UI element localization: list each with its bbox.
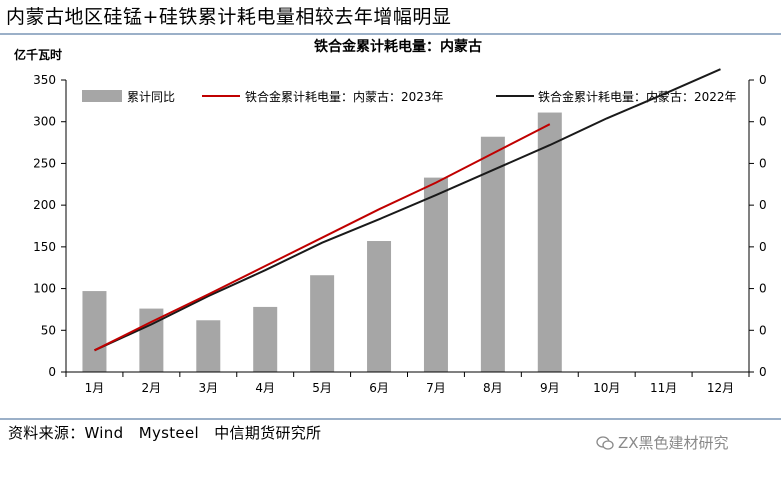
y-right-tick-label-5: 0: [759, 156, 767, 170]
y-tick-label-50: 50: [41, 323, 56, 337]
watermark-text: ZX黑色建材研究: [618, 434, 729, 452]
y-tick-label-0: 0: [48, 365, 56, 379]
x-tick-label-11: 11月: [650, 381, 677, 395]
chart-legend: 累计同比 铁合金累计耗电量：内蒙古：2023年 铁合金累计耗电量：内蒙古：202…: [82, 89, 737, 104]
y-tick-label-150: 150: [33, 240, 56, 254]
y-right-tick-label-3: 0: [759, 240, 767, 254]
wechat-icon: [596, 435, 614, 450]
y-right-tick-label-7: 0: [759, 73, 767, 87]
x-tick-label-5: 5月: [312, 381, 332, 395]
bottom-divider: [0, 418, 781, 420]
x-tick-label-7: 7月: [426, 381, 446, 395]
x-tick-label-4: 4月: [255, 381, 275, 395]
x-tick-label-6: 6月: [369, 381, 389, 395]
legend-swatch-bar: [82, 90, 122, 102]
y-right-tick-label-4: 0: [759, 198, 767, 212]
bar-8: [480, 136, 505, 372]
x-tick-label-10: 10月: [593, 381, 620, 395]
bar-9: [537, 112, 562, 372]
x-tick-label-1: 1月: [85, 381, 105, 395]
bar-5: [310, 275, 335, 372]
legend-label-bar: 累计同比: [127, 90, 175, 104]
legend-label-2023: 铁合金累计耗电量：内蒙古：2023年: [245, 89, 444, 104]
y-tick-label-300: 300: [33, 115, 56, 129]
page-headline: 内蒙古地区硅锰+硅铁累计耗电量相较去年增幅明显: [6, 6, 452, 28]
bar-4: [253, 306, 278, 372]
bar-2: [139, 308, 164, 372]
legend-label-2022: 铁合金累计耗电量：内蒙古：2022年: [538, 89, 737, 104]
x-tick-label-3: 3月: [198, 381, 218, 395]
bar-1: [82, 291, 107, 372]
bar-3: [196, 320, 221, 372]
bar-7: [423, 177, 448, 372]
y-right-tick-label-6: 0: [759, 115, 767, 129]
x-tick-label-12: 12月: [707, 381, 734, 395]
x-tick-label-8: 8月: [483, 381, 503, 395]
y-tick-label-100: 100: [33, 282, 56, 296]
y-right-tick-label-0: 0: [759, 365, 767, 379]
source-note: 资料来源：Wind Mysteel 中信期货研究所: [8, 424, 322, 442]
y-right-tick-label-1: 0: [759, 323, 767, 337]
watermark: ZX黑色建材研究: [596, 432, 729, 453]
x-tick-label-9: 9月: [540, 381, 560, 395]
series-line-2022: [94, 68, 721, 352]
bar-6: [367, 241, 392, 372]
top-divider: [0, 33, 781, 35]
y-tick-label-250: 250: [33, 156, 56, 170]
y-tick-label-200: 200: [33, 198, 56, 212]
y-tick-label-350: 350: [33, 73, 56, 87]
x-tick-label-2: 2月: [142, 381, 162, 395]
series-line-2023: [94, 123, 551, 352]
cumulative-power-chart: 铁合金累计耗电量：内蒙古 亿千瓦时 累计同比 铁合金累计耗电量：内蒙古：2023…: [14, 38, 767, 395]
y-right-tick-label-2: 0: [759, 282, 767, 296]
y-axis-label: 亿千瓦时: [14, 47, 62, 62]
chart-title: 铁合金累计耗电量：内蒙古: [314, 38, 482, 55]
